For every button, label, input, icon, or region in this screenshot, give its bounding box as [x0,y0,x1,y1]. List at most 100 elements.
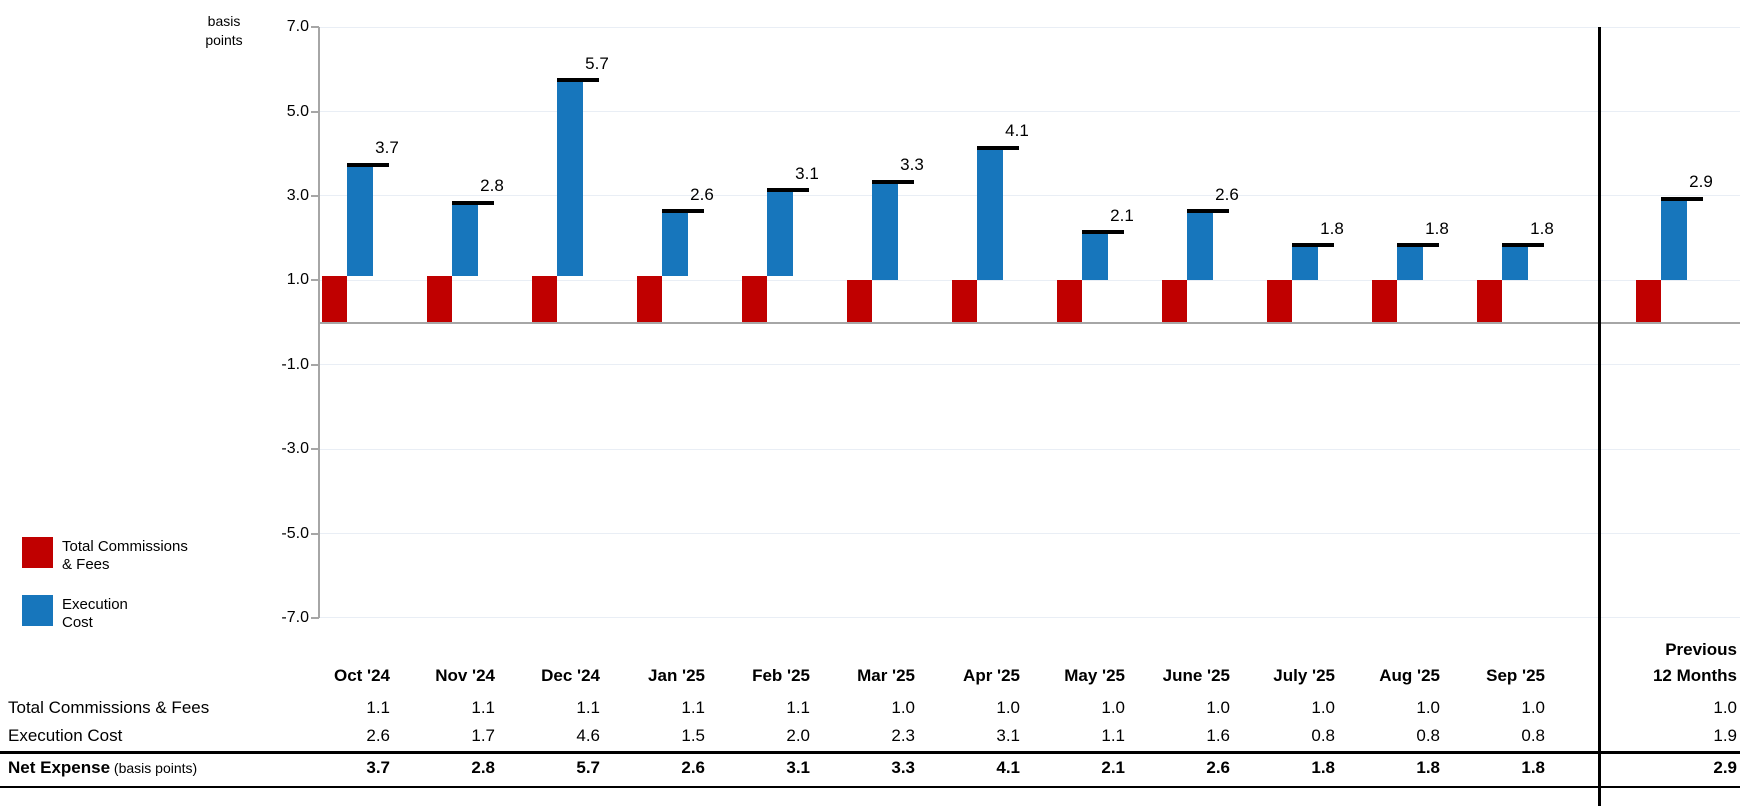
table-cell: 1.0 [996,698,1020,717]
legend-label-total-commissions-fees: Total Commissions & Fees [62,537,188,574]
y-axis-tick-5.0 [311,110,319,113]
table-cell: 1.1 [471,698,495,717]
table-header-month: Oct '24 [333,666,390,685]
net-expense-data-label: 3.3 [900,155,924,175]
table-cell: 1.1 [576,698,600,717]
net-expense-data-label: 2.6 [1215,184,1239,204]
gridline--3.0 [320,448,1740,450]
y-axis-tick-3.0 [311,194,319,197]
net-expense-total-marker [557,78,599,83]
net-expense-total-marker [977,145,1019,150]
gridline-1.0 [320,279,1740,281]
table-cell: 0.8 [1416,726,1440,745]
table-cell: 1.0 [1521,698,1545,717]
bar-total-commissions-fees [1162,280,1187,323]
bar-total-commissions-fees [1636,280,1661,323]
table-row-label: Total Commissions & Fees [8,698,209,718]
y-axis-line [318,27,320,618]
table-header-month: Feb '25 [752,666,810,685]
y-tick-label--1.0: -1.0 [281,355,309,373]
net-expense-data-label: 5.7 [585,53,609,73]
bar-total-commissions-fees [322,276,347,323]
table-header-month: Mar '25 [857,666,915,685]
table-header-period-line1: Previous [1665,640,1737,659]
net-expense-data-label: 1.8 [1425,218,1449,238]
gridline--5.0 [320,533,1740,534]
bar-total-commissions-fees [1057,280,1082,323]
legend-label-execution-cost: Execution Cost [62,595,128,632]
bar-execution-cost [557,81,583,277]
net-expense-total-marker [1661,196,1703,201]
bar-execution-cost [662,212,688,277]
table-cell: 5.7 [576,758,600,777]
table-header-month: June '25 [1162,666,1230,685]
bar-total-commissions-fees [742,276,767,323]
net-expense-total-marker [1397,243,1439,248]
table-cell: 1.0 [1311,698,1335,717]
bar-execution-cost [347,166,373,277]
net-expense-total-marker [767,188,809,193]
gridline-5.0 [320,111,1740,112]
table-cell: 2.3 [891,726,915,745]
table-header-period-line2: 12 Months [1652,666,1737,685]
bar-execution-cost [1502,246,1528,281]
net-expense-total-marker [872,179,914,184]
table-cell: 1.7 [471,726,495,745]
table-cell-period: 1.0 [1713,698,1737,717]
y-axis-unit-line2: points [205,32,243,48]
table-cell: 1.0 [891,698,915,717]
legend-label-line1: Total Commissions [62,538,188,555]
bar-execution-cost [767,191,793,277]
bar-execution-cost [872,183,898,281]
table-cell: 2.1 [1101,758,1125,777]
bar-total-commissions-fees [1477,280,1502,323]
table-cell-period: 2.9 [1713,758,1737,777]
bar-total-commissions-fees [847,280,872,323]
y-tick-label-1.0: 1.0 [286,271,309,289]
legend-item-execution-cost: Execution Cost [22,595,128,632]
net-expense-total-marker [1082,230,1124,235]
table-cell: 1.5 [681,726,705,745]
table-cell: 3.7 [366,758,390,777]
y-tick-label-3.0: 3.0 [286,186,309,204]
gridline--1.0 [320,364,1740,366]
y-axis-tick--5.0 [311,532,319,535]
legend-label-line1: Execution [62,596,128,613]
bar-total-commissions-fees [637,276,662,323]
table-cell: 3.3 [891,758,915,777]
bar-execution-cost [1397,246,1423,281]
bar-execution-cost [1187,212,1213,281]
y-axis-tick-7.0 [311,26,319,29]
table-header-month: Jan '25 [648,666,705,685]
table-cell: 4.1 [996,758,1020,777]
legend-label-line2: Cost [62,614,93,631]
y-tick-label--7.0: -7.0 [281,608,309,626]
bar-execution-cost [1082,233,1108,281]
table-header-month: Dec '24 [541,666,600,685]
y-axis-tick--7.0 [311,616,319,619]
net-expense-total-marker [1502,243,1544,248]
net-expense-data-label: 1.8 [1320,218,1344,238]
legend-swatch-total-commissions-fees [22,537,53,568]
period-separator-line [1598,27,1601,806]
net-expense-data-label: 4.1 [1005,121,1029,141]
table-row-label: Execution Cost [8,726,122,746]
table-cell: 1.0 [1416,698,1440,717]
bar-total-commissions-fees [427,276,452,323]
y-axis-tick--3.0 [311,448,319,451]
table-cell: 1.8 [1521,758,1545,777]
y-axis-tick--1.0 [311,363,319,366]
y-tick-label--5.0: -5.0 [281,524,309,542]
table-row-label-note: (basis points) [110,760,198,776]
table-cell: 2.0 [786,726,810,745]
y-tick-label-5.0: 5.0 [286,102,309,120]
table-cell: 4.6 [576,726,600,745]
net-expense-data-label: 2.9 [1689,172,1713,192]
table-row-label: Net Expense (basis points) [8,758,197,778]
table-cell: 1.1 [681,698,705,717]
table-row-label-text: Execution Cost [8,726,123,745]
y-axis-unit-label: basis points [195,12,253,50]
table-cell-period: 1.9 [1713,726,1737,745]
table-cell: 1.8 [1311,758,1335,777]
